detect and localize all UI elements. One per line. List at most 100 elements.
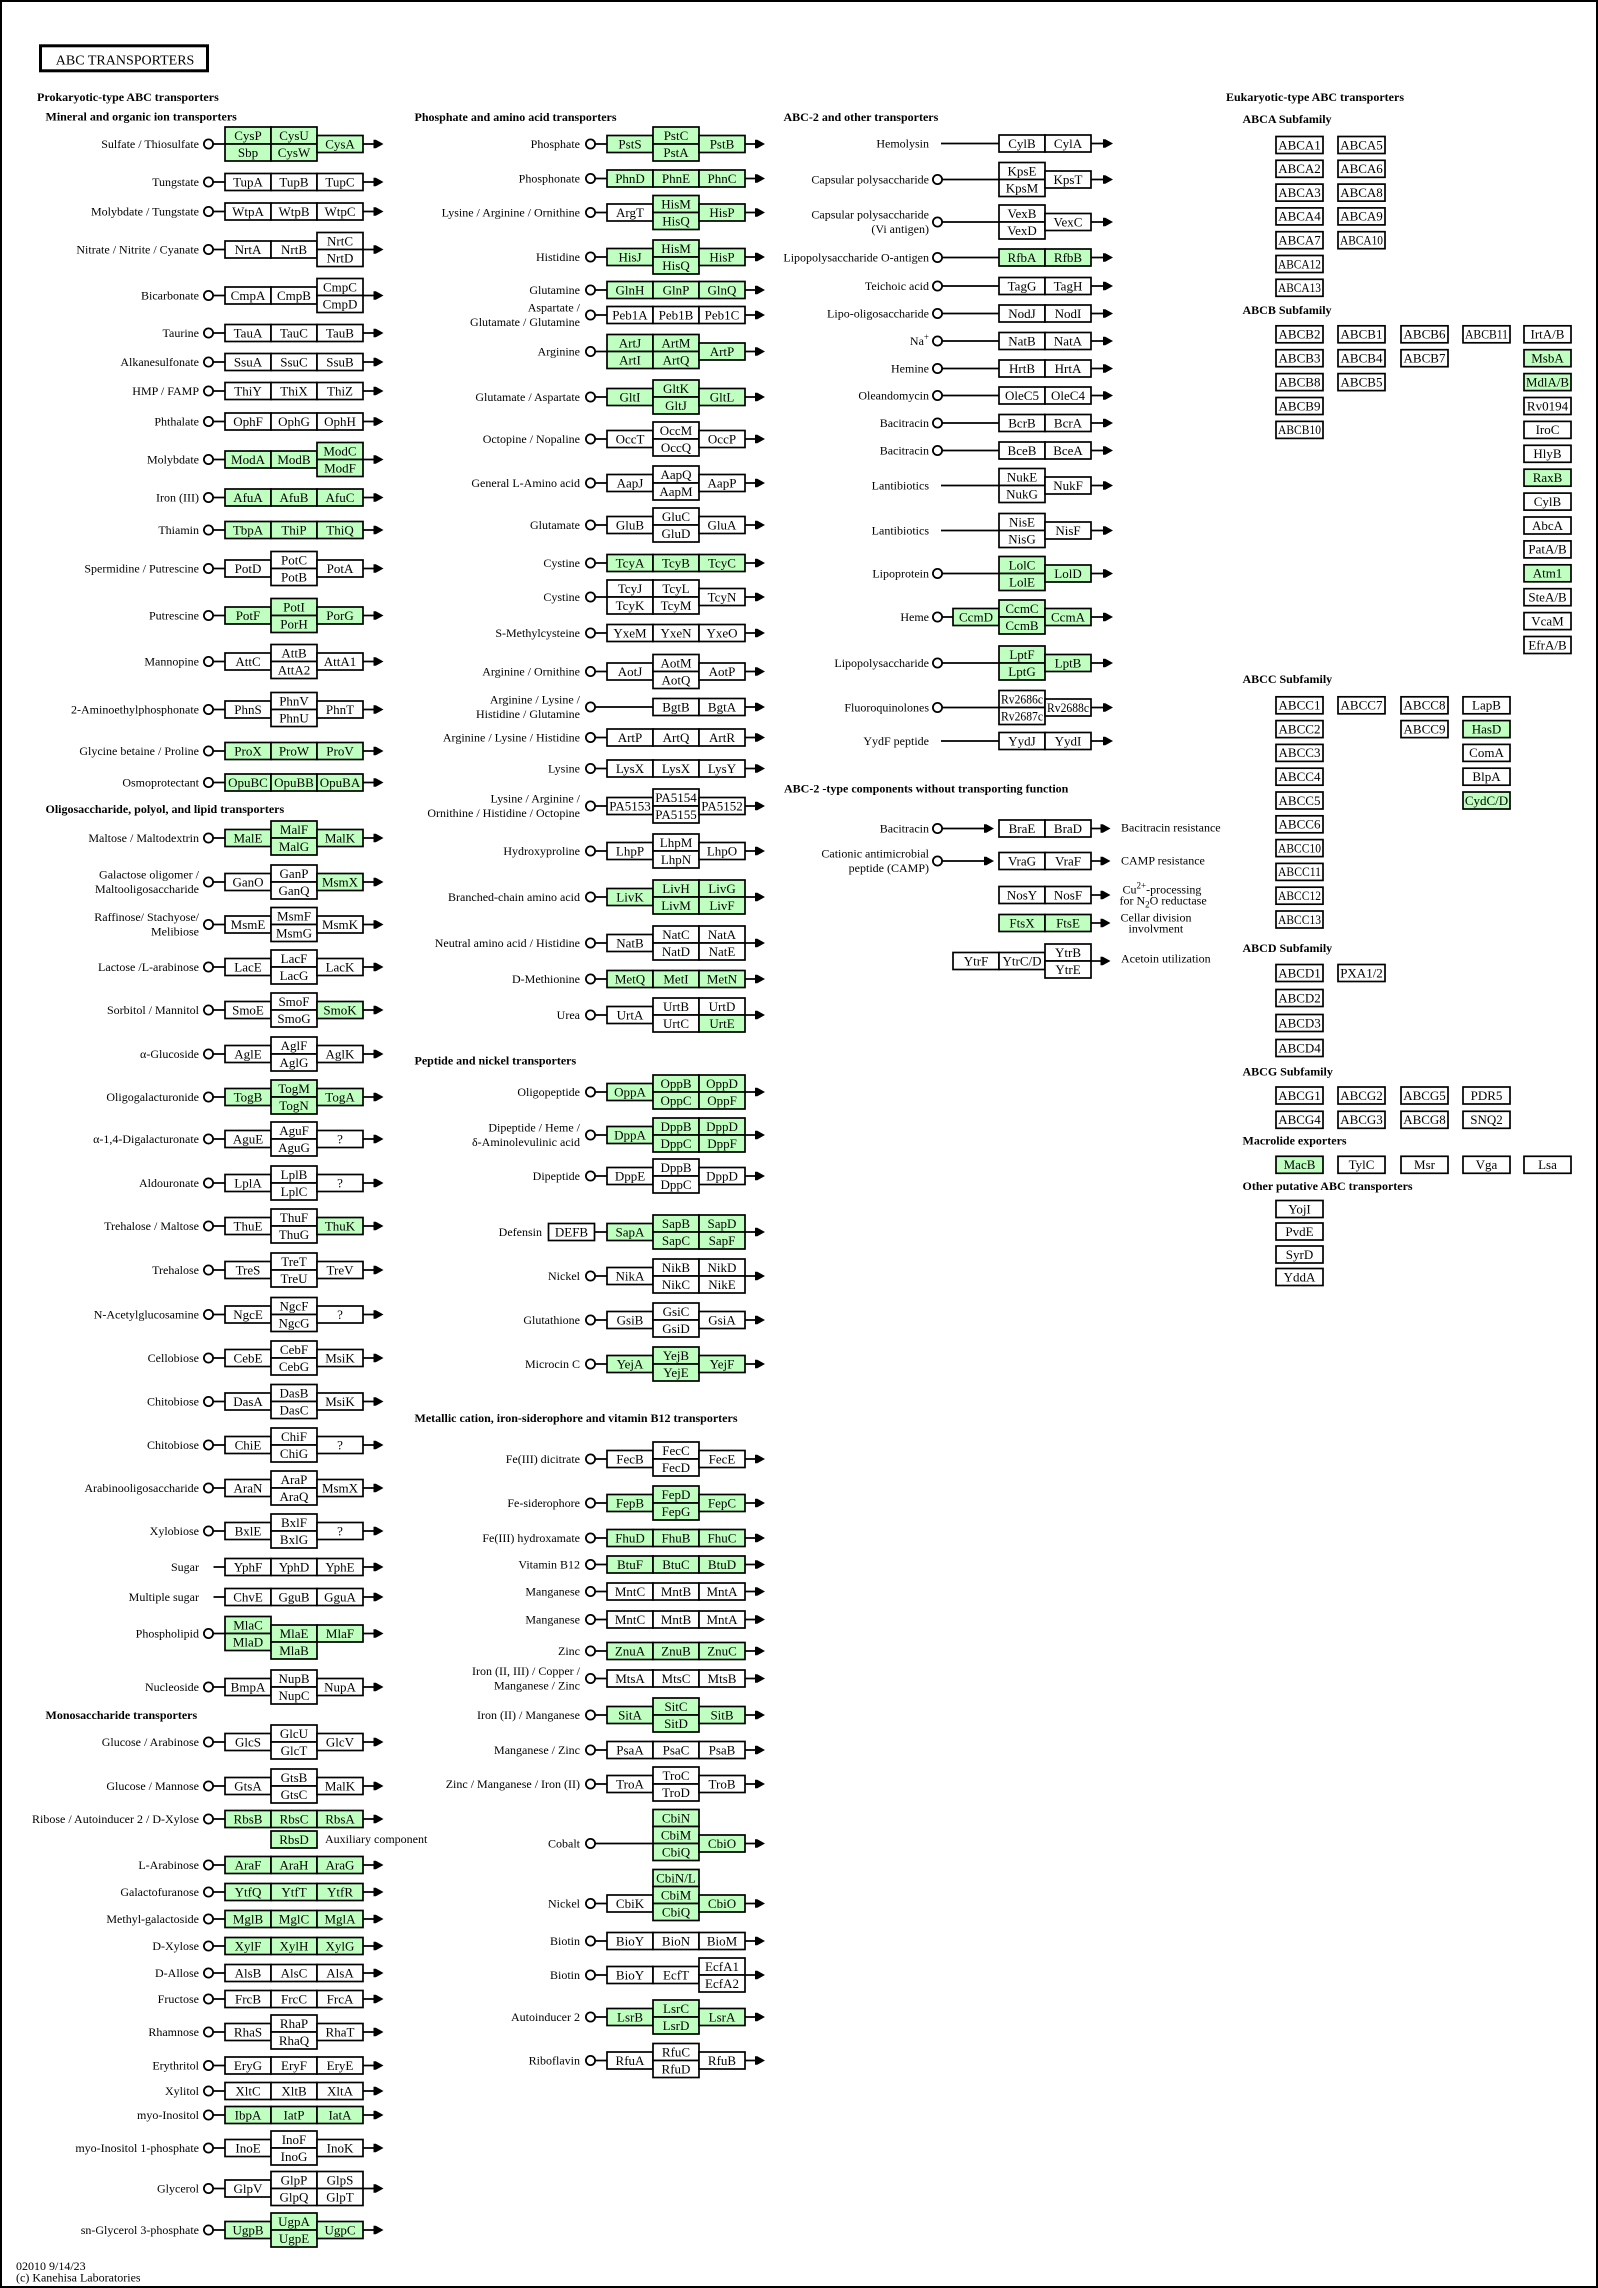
svg-text:GsiD: GsiD [662,1321,689,1336]
svg-text:MetN: MetN [707,971,738,986]
svg-text:GtsB: GtsB [281,1770,308,1785]
svg-text:GluB: GluB [616,517,645,532]
svg-text:SsuA: SsuA [234,354,263,369]
svg-text:BmpA: BmpA [231,1679,266,1694]
svg-text:Iron (III): Iron (III) [156,491,199,505]
svg-text:CylB: CylB [1008,136,1036,151]
svg-text:ABCB8: ABCB8 [1279,374,1321,389]
svg-text:TupC: TupC [325,174,354,189]
svg-text:HisQ: HisQ [662,213,690,228]
svg-text:Maltooligosaccharide: Maltooligosaccharide [95,882,199,896]
svg-text:Heme: Heme [900,610,929,624]
svg-text:Branched-chain amino acid: Branched-chain amino acid [448,890,580,904]
svg-text:ABCC6: ABCC6 [1279,817,1321,832]
svg-text:Cationic antimicrobial: Cationic antimicrobial [821,847,929,861]
svg-text:NatE: NatE [709,944,736,959]
svg-text:ABCG4: ABCG4 [1278,1112,1321,1127]
svg-text:EcfT: EcfT [663,1967,689,1982]
svg-text:SteA/B: SteA/B [1528,590,1567,605]
svg-text:Arginine: Arginine [538,345,580,359]
svg-text:ABCC10: ABCC10 [1278,840,1321,855]
svg-text:NikD: NikD [708,1260,737,1275]
svg-text:UrtE: UrtE [709,1016,734,1031]
svg-text:InoF: InoF [282,2132,307,2147]
svg-text:Fe(III) hydroxamate: Fe(III) hydroxamate [482,1531,580,1545]
svg-text:HMP / FAMP: HMP / FAMP [132,384,199,398]
svg-text:BioM: BioM [707,1933,738,1948]
svg-text:DppE: DppE [615,1168,645,1183]
svg-text:UrtB: UrtB [663,999,689,1014]
svg-text:YydF peptide: YydF peptide [863,734,929,748]
svg-text:YphE: YphE [325,1559,354,1574]
svg-text:SapB: SapB [662,1216,691,1231]
svg-text:MglC: MglC [279,1911,309,1926]
svg-text:AraN: AraN [234,1480,263,1495]
svg-text:LplC: LplC [281,1184,308,1199]
svg-text:AlsA: AlsA [326,1965,354,1980]
svg-text:Prokaryotic-type ABC transport: Prokaryotic-type ABC transporters [37,90,219,104]
svg-text:Sbp: Sbp [238,145,258,160]
svg-text:RbsC: RbsC [280,1811,309,1826]
svg-text:Nitrate / Nitrite / Cyanate: Nitrate / Nitrite / Cyanate [76,243,199,257]
svg-text:PhnE: PhnE [662,171,690,186]
svg-text:Dipeptide / Heme /: Dipeptide / Heme / [488,1121,580,1135]
svg-text:Biotin: Biotin [550,1968,580,1982]
svg-text:Aspartate /: Aspartate / [528,301,581,315]
svg-text:TylC: TylC [1349,1157,1375,1172]
svg-text:Lysine / Arginine / Ornithine: Lysine / Arginine / Ornithine [442,206,580,220]
svg-text:RfbA: RfbA [1008,250,1038,265]
svg-text:MntB: MntB [661,1584,692,1599]
svg-text:KpsM: KpsM [1006,180,1039,195]
svg-text:Cystine: Cystine [543,556,580,570]
svg-text:MalF: MalF [280,822,308,837]
svg-text:RbsB: RbsB [234,1811,263,1826]
svg-text:BioY: BioY [616,1933,645,1948]
svg-text:Eukaryotic-type ABC transporte: Eukaryotic-type ABC transporters [1226,90,1404,104]
svg-text:?: ? [337,1175,343,1190]
svg-text:Sulfate / Thiosulfate: Sulfate / Thiosulfate [101,137,199,151]
svg-text:YydJ: YydJ [1008,733,1035,748]
svg-text:ABC-2 -type components without: ABC-2 -type components without transport… [784,782,1069,796]
svg-text:LptB: LptB [1055,655,1082,670]
svg-text:ABCA8: ABCA8 [1340,185,1383,200]
svg-text:KpsT: KpsT [1054,172,1083,187]
svg-text:MsbA: MsbA [1531,351,1564,366]
svg-text:GlpP: GlpP [281,2172,308,2187]
svg-text:LysX: LysX [616,761,645,776]
svg-text:FepB: FepB [616,1495,645,1510]
svg-text:ABCC9: ABCC9 [1404,721,1446,736]
svg-text:L-Arabinose: L-Arabinose [138,1858,199,1872]
svg-text:ThiX: ThiX [280,383,308,398]
svg-text:ABCA1: ABCA1 [1278,137,1321,152]
svg-text:MlaD: MlaD [233,1634,263,1649]
svg-text:UgpE: UgpE [279,2231,309,2246]
svg-text:PhnV: PhnV [279,693,309,708]
svg-text:HisJ: HisJ [618,249,641,264]
svg-text:YtrF: YtrF [964,953,989,968]
svg-text:XltA: XltA [327,2083,354,2098]
svg-text:OccP: OccP [708,431,736,446]
svg-text:IbpA: IbpA [235,2107,262,2122]
svg-text:BgtA: BgtA [708,699,737,714]
svg-text:(c) Kanehisa Laboratories: (c) Kanehisa Laboratories [16,2271,141,2285]
svg-text:CysP: CysP [234,128,261,143]
svg-text:CcmA: CcmA [1051,609,1086,624]
svg-text:AfuB: AfuB [280,490,309,505]
svg-text:VraF: VraF [1055,853,1081,868]
svg-text:RfbB: RfbB [1054,250,1083,265]
svg-text:ArtP: ArtP [618,730,643,745]
svg-text:CylB: CylB [1534,494,1562,509]
svg-text:MsmG: MsmG [276,925,312,940]
svg-text:NatD: NatD [662,944,690,959]
svg-text:Histidine / Glutamine: Histidine / Glutamine [476,707,580,721]
svg-text:YtrC/D: YtrC/D [1003,953,1042,968]
svg-text:CbiQ: CbiQ [662,1844,691,1859]
svg-text:MalE: MalE [234,830,263,845]
svg-text:RaxB: RaxB [1533,470,1563,485]
svg-text:NupC: NupC [278,1688,309,1703]
svg-text:LacE: LacE [234,959,261,974]
svg-text:N-Acetylglucosamine: N-Acetylglucosamine [94,1308,199,1322]
svg-text:Glycerol: Glycerol [157,2182,200,2196]
svg-text:ThuF: ThuF [280,1210,308,1225]
svg-text:GlnP: GlnP [663,282,690,297]
